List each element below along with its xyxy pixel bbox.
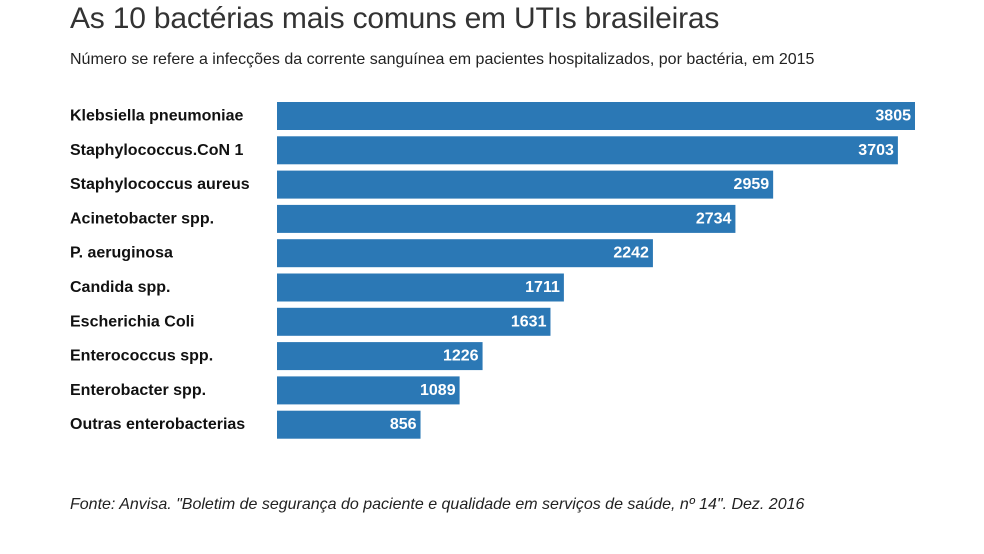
category-label: Staphylococcus.CoN 1 [70, 142, 243, 159]
chart-title: As 10 bactérias mais comuns em UTIs bras… [70, 2, 720, 35]
value-label: 2959 [734, 176, 770, 193]
value-label: 856 [390, 416, 417, 433]
category-label: Acinetobacter spp. [70, 210, 214, 227]
bar [277, 204, 736, 233]
bar [277, 239, 653, 268]
bar [277, 342, 483, 371]
category-label: Escherichia Coli [70, 313, 195, 330]
bar [277, 170, 774, 199]
chart-subtitle: Número se refere a infecções da corrente… [70, 51, 815, 68]
category-label: Enterobacter spp. [70, 382, 206, 399]
value-label: 1226 [443, 348, 479, 365]
value-label: 2734 [696, 210, 732, 227]
value-label: 1711 [525, 279, 560, 296]
category-label: Enterococcus spp. [70, 348, 213, 365]
category-label: Klebsiella pneumoniae [70, 108, 243, 125]
bar [277, 307, 551, 336]
category-label: Candida spp. [70, 279, 170, 296]
category-label: Staphylococcus aureus [70, 176, 250, 193]
category-label: P. aeruginosa [70, 245, 173, 262]
bar [277, 273, 564, 302]
value-label: 2242 [613, 245, 649, 262]
bar [277, 136, 898, 165]
bar [277, 102, 915, 130]
value-label: 3805 [875, 108, 911, 125]
source-note: Fonte: Anvisa. "Boletim de segurança do … [70, 496, 805, 513]
bar [277, 410, 421, 439]
category-label: Outras enterobacterias [70, 416, 245, 433]
value-label: 1089 [420, 382, 456, 399]
value-label: 3703 [858, 142, 894, 159]
value-label: 1631 [511, 313, 547, 330]
bar [277, 376, 460, 405]
